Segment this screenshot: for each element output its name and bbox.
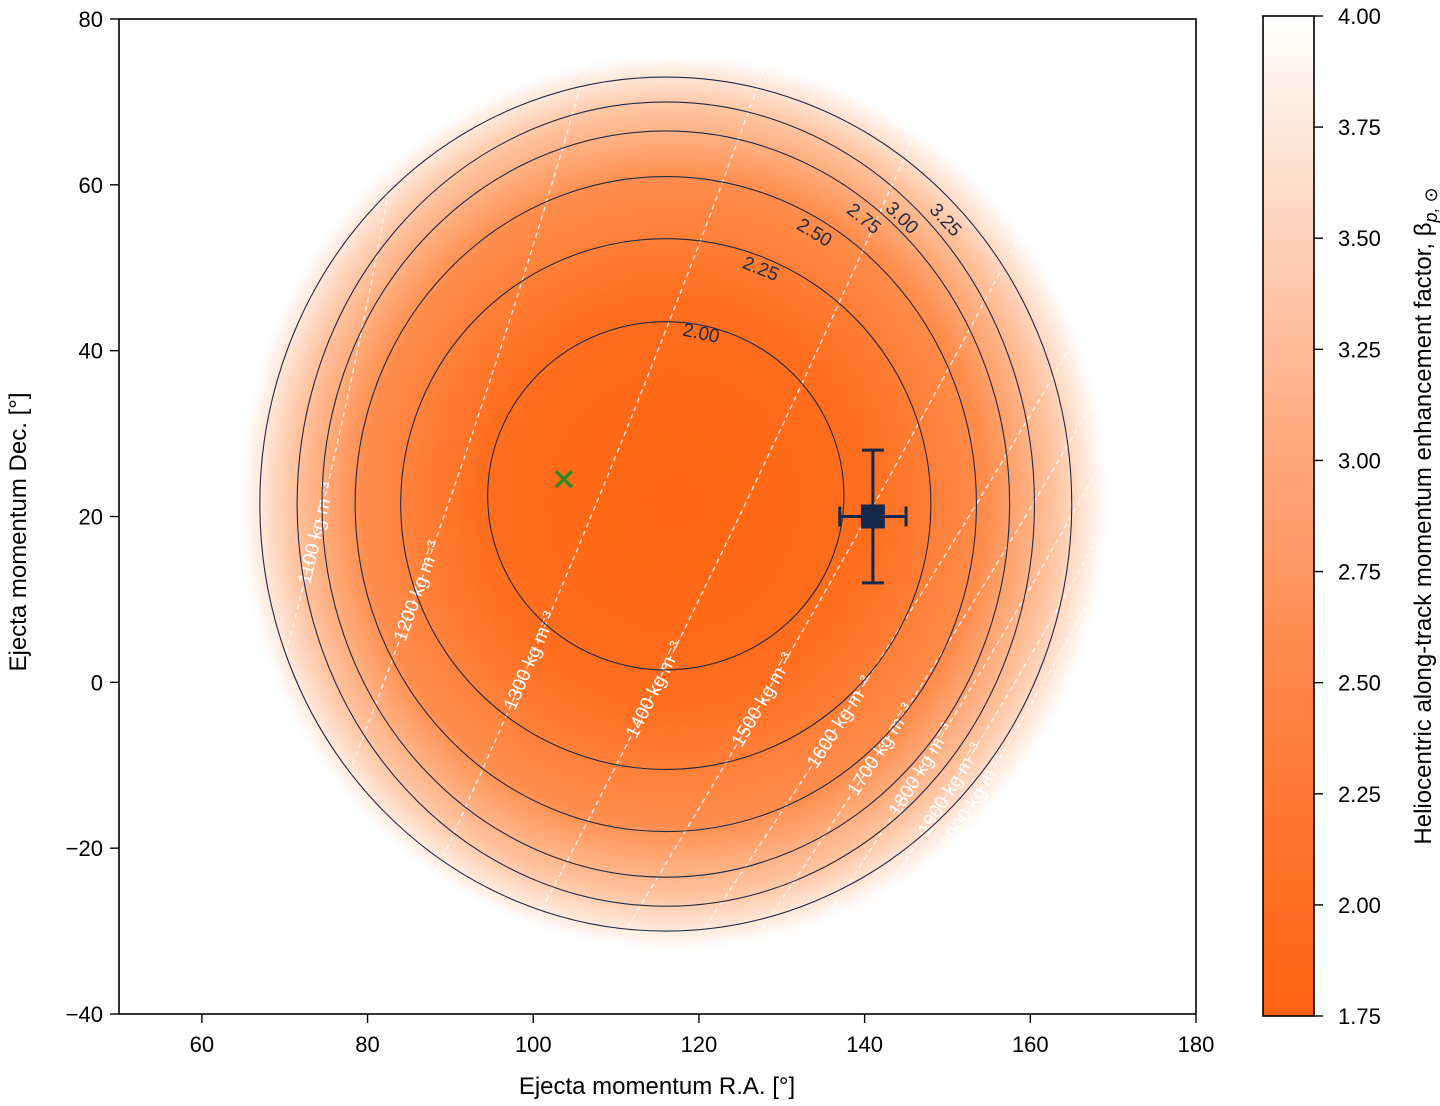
colorbar-tick-label: 3.25 [1338,337,1381,362]
colorbar-label: Heliocentric along-track momentum enhanc… [1410,187,1440,844]
density-line [598,51,1114,973]
colorbar: 1.75 2.00 2.25 2.50 2.75 3.00 3.25 3.50 3.75 4.00… [1262,4,1440,1029]
beta-contours: 2.002.252.50 2.753.00 3.25 [259,76,1073,932]
beta-contour [354,175,978,833]
x-tick-label: 60 [190,1032,214,1057]
density-line [408,19,783,932]
x-tick-label: 100 [515,1032,552,1057]
y-tick-label: −20 [66,836,103,861]
density-line [507,19,965,973]
colorbar-tick-label: 3.50 [1338,226,1381,251]
y-tick-label: 80 [79,7,103,32]
beta-contour [487,321,845,671]
colorbar-tick-label: 3.00 [1338,448,1381,473]
y-tick-label: −40 [66,1002,103,1027]
colorbar-tick-label: 2.75 [1338,560,1381,585]
density-line [731,217,1196,973]
density-line [192,85,269,617]
colorbar-ticks: 1.75 2.00 2.25 2.50 2.75 3.00 3.25 3.50 3.75 4.00 [1314,4,1381,1029]
colorbar-tick-label: 1.75 [1338,1004,1381,1029]
colorbar-label-subscript: p, ⊙ [1421,187,1440,223]
colorbar-fill [1262,15,1315,1017]
density-line [864,391,1196,973]
x-tick-label: 160 [1012,1032,1049,1057]
y-tick-label: 60 [79,173,103,198]
density-label: 1000 kg m⁻³ [206,407,245,514]
density-line [789,284,1196,973]
best-fit-cross [554,470,574,489]
y-axis: −40 −20 0 20 40 60 80 [66,7,119,1027]
x-tick-label: 80 [355,1032,379,1057]
beta-contour [400,238,932,770]
colorbar-tick-label: 2.00 [1338,893,1381,918]
measured-point [860,504,885,529]
x-tick-label: 120 [681,1032,718,1057]
x-tick-label: 180 [1178,1032,1215,1057]
beta-contour [296,101,1035,907]
density-line [830,350,1196,973]
x-axis: 60 80 100 120 140 160 180 [190,1014,1215,1057]
y-tick-label: 20 [79,505,103,530]
density-line [325,19,601,832]
colorbar-tick-label: 4.00 [1338,4,1381,29]
colorbar-tick-label: 3.75 [1338,115,1381,140]
beta-contour [259,76,1073,932]
y-tick-label: 0 [91,670,103,695]
density-line [259,19,418,749]
markers [554,448,908,585]
beta-contour [321,130,1011,878]
colorbar-tick-label: 2.50 [1338,671,1381,696]
x-tick-label: 140 [846,1032,883,1057]
density-line [673,126,1196,973]
y-tick-label: 40 [79,339,103,364]
y-axis-label: Ejecta momentum Dec. [°] [5,392,32,671]
colorbar-tick-label: 2.25 [1338,782,1381,807]
x-axis-label: Ejecta momentum R.A. [°] [519,1073,795,1100]
